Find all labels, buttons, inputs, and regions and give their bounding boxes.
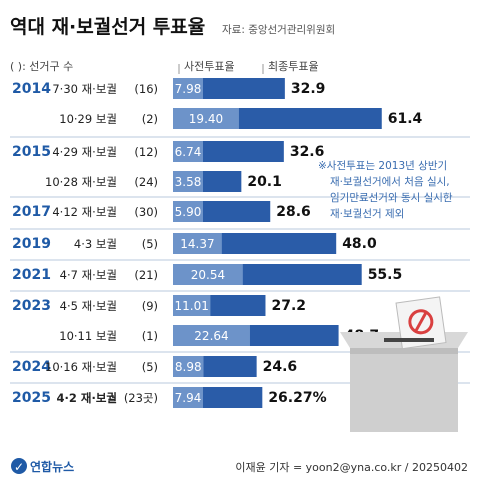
final-value-label: 27.2 — [271, 298, 306, 314]
early-bar — [173, 108, 239, 129]
early-value-label: 11.01 — [175, 299, 209, 313]
seats-label: (23곳) — [124, 391, 158, 405]
credit-text: 이재윤 기자 = yoon2@yna.co.kr / 20250402 — [235, 461, 468, 474]
early-bar — [173, 141, 203, 162]
final-legend: 최종투표율 — [268, 60, 319, 73]
ballot-box-illustration — [340, 296, 468, 432]
early-value-label: 7.98 — [175, 82, 202, 96]
early-bar — [173, 78, 203, 99]
note-line: 재·보궐선거 제외 — [330, 207, 404, 220]
final-value-label: 61.4 — [388, 111, 423, 127]
chart-row: 2014 7·30 재·보궐 (16) 7.98 32.9 — [12, 78, 325, 99]
final-value-label: 20.1 — [247, 174, 282, 190]
early-value-label: 14.37 — [180, 237, 214, 251]
election-label: 10·11 보궐 — [59, 329, 117, 343]
footnote: ※사전투표는 2013년 상반기 재·보궐선거에서 처음 실시, 임기만료선거와… — [318, 160, 453, 220]
svg-text:✓: ✓ — [14, 460, 24, 474]
seats-label: (2) — [142, 112, 158, 126]
ballot-stamp-icon — [408, 309, 434, 335]
early-bar — [173, 264, 243, 285]
chart-row: 2015 4·29 재·보궐 (12) 6.74 32.6 — [12, 141, 324, 162]
chart-row: 2021 4·7 재·보궐 (21) 20.54 55.5 — [12, 264, 402, 285]
final-value-label: 26.27% — [268, 390, 326, 406]
source-text: 자료: 중앙선거관리위원회 — [222, 23, 335, 36]
year-label: 2017 — [12, 204, 51, 220]
ballot-slot — [384, 338, 434, 342]
election-label: 4·29 재·보궐 — [52, 145, 117, 159]
seats-label: (24) — [134, 175, 158, 189]
seats-label: (5) — [142, 360, 158, 374]
final-value-label: 24.6 — [263, 359, 298, 375]
final-value-label: 48.0 — [342, 236, 377, 252]
early-value-label: 7.94 — [175, 391, 202, 405]
chart-row: 2019 4·3 보궐 (5) 14.37 48.0 — [12, 233, 377, 254]
seats-label: (9) — [142, 299, 158, 313]
year-label: 2024 — [12, 359, 51, 375]
early-value-label: 22.64 — [194, 329, 228, 343]
year-label: 2025 — [12, 390, 51, 406]
note-line: 임기만료선거와 동시 실시한 — [330, 191, 453, 204]
chart-rows: 2014 7·30 재·보궐 (16) 7.98 32.9 10·29 보궐 (2) 19.4… — [10, 78, 470, 408]
election-label: 10·28 재·보궐 — [45, 175, 117, 189]
election-label: 10·29 보궐 — [59, 112, 117, 126]
early-bar — [173, 325, 250, 346]
early-value-label: 3.58 — [175, 175, 202, 189]
page-title: 역대 재·보궐선거 투표율 — [10, 16, 205, 38]
seats-label: (16) — [134, 82, 158, 96]
seats-label: (12) — [134, 145, 158, 159]
election-label: 10·16 재·보궐 — [45, 360, 117, 374]
early-bar — [173, 171, 203, 192]
election-label: 4·5 재·보궐 — [60, 299, 117, 313]
early-bar — [173, 387, 203, 408]
seats-label: (30) — [134, 205, 158, 219]
chart-row: 2025 4·2 재·보궐 (23곳) 7.94 26.27% — [12, 387, 327, 408]
seats-legend: ( ): 선거구 수 — [10, 60, 73, 73]
final-value-label: 32.9 — [291, 81, 326, 97]
election-label: 4·3 보궐 — [74, 237, 117, 251]
logo-text: 연합뉴스 — [30, 459, 74, 474]
year-label: 2015 — [12, 144, 51, 160]
early-value-label: 5.90 — [175, 205, 202, 219]
final-value-label: 55.5 — [368, 267, 403, 283]
note-line: ※사전투표는 2013년 상반기 — [318, 160, 447, 172]
final-value-label: 28.6 — [276, 204, 311, 220]
year-label: 2014 — [12, 81, 51, 97]
ballot-box-body — [350, 348, 458, 432]
year-label: 2023 — [12, 298, 51, 314]
year-label: 2021 — [12, 267, 51, 283]
early-value-label: 20.54 — [191, 268, 225, 282]
early-value-label: 6.74 — [175, 145, 202, 159]
early-legend: 사전투표율 — [184, 60, 235, 73]
election-label: 7·30 재·보궐 — [52, 82, 117, 96]
chart-row: 10·11 보궐(1)22.6448.7 — [59, 325, 379, 346]
election-label: 4·7 재·보궐 — [60, 268, 117, 282]
election-label: 4·2 재·보궐 — [57, 391, 117, 405]
early-bar — [173, 233, 222, 254]
early-bar — [173, 295, 211, 316]
election-label: 4·12 재·보궐 — [52, 205, 117, 219]
chart-row: 10·28 재·보궐 (24) 3.58 20.1 — [45, 171, 282, 192]
yonhap-logo: ✓ 연합뉴스 — [11, 458, 74, 474]
yonhap-logo-icon — [11, 458, 27, 474]
chart-row: 10·29 보궐 (2) 19.40 61.4 — [59, 108, 423, 129]
final-value-label: 32.6 — [290, 144, 325, 160]
early-value-label: 19.40 — [189, 112, 223, 126]
seats-label: (1) — [142, 329, 158, 343]
early-bar — [173, 356, 204, 377]
chart-row: 2023 4·5 재·보궐 (9) 11.01 27.2 — [12, 295, 306, 316]
note-line: 재·보궐선거에서 처음 실시, — [330, 175, 450, 188]
chart-row: 2017 4·12 재·보궐 (30) 5.90 28.6 — [12, 201, 311, 222]
year-label: 2019 — [12, 236, 51, 252]
seats-label: (5) — [142, 237, 158, 251]
early-bar — [173, 201, 203, 222]
early-value-label: 8.98 — [175, 360, 202, 374]
seats-label: (21) — [134, 268, 158, 282]
